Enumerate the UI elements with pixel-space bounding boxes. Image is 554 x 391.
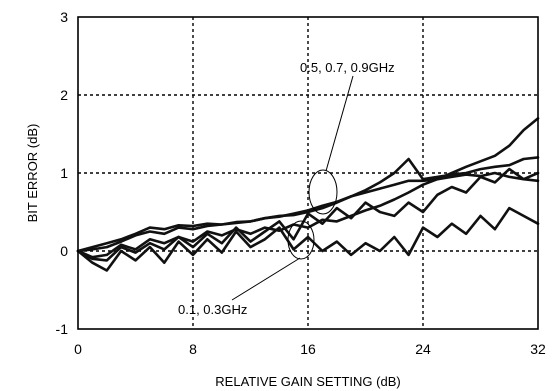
series-line-4 <box>76 171 540 253</box>
x-tick-label: 16 <box>300 341 316 357</box>
x-tick-label: 32 <box>530 341 546 357</box>
y-tick-label: 3 <box>60 9 68 25</box>
series-line-2 <box>76 117 540 259</box>
series-line-1 <box>76 167 540 262</box>
tick-labels: 0 8 16 24 32 -1 0 1 2 3 <box>56 9 546 357</box>
leader-low-freq <box>231 257 301 301</box>
leader-high-freq <box>325 75 354 172</box>
annotations: 0.5, 0.7, 0.9GHz 0.1, 0.3GHz <box>178 60 395 317</box>
y-tick-label: 0 <box>60 243 68 259</box>
x-tick-label: 8 <box>189 341 197 357</box>
y-axis-label: BIT ERROR (dB) <box>25 124 40 223</box>
x-tick-label: 0 <box>74 341 82 357</box>
series-line-5 <box>76 206 540 272</box>
grid-lines <box>78 17 538 329</box>
ellipse-high-freq <box>308 169 338 215</box>
ellipse-low-freq <box>287 220 315 260</box>
x-tick-label: 24 <box>415 341 431 357</box>
series-line-3 <box>76 156 540 253</box>
annotation-low-freq: 0.1, 0.3GHz <box>178 302 247 317</box>
y-tick-label: -1 <box>56 321 69 337</box>
annotation-high-freq: 0.5, 0.7, 0.9GHz <box>300 60 395 75</box>
x-axis-label: RELATIVE GAIN SETTING (dB) <box>215 374 400 389</box>
series-lines <box>76 117 540 272</box>
y-tick-label: 1 <box>60 165 68 181</box>
plot-frame <box>77 16 539 330</box>
y-tick-label: 2 <box>60 87 68 103</box>
